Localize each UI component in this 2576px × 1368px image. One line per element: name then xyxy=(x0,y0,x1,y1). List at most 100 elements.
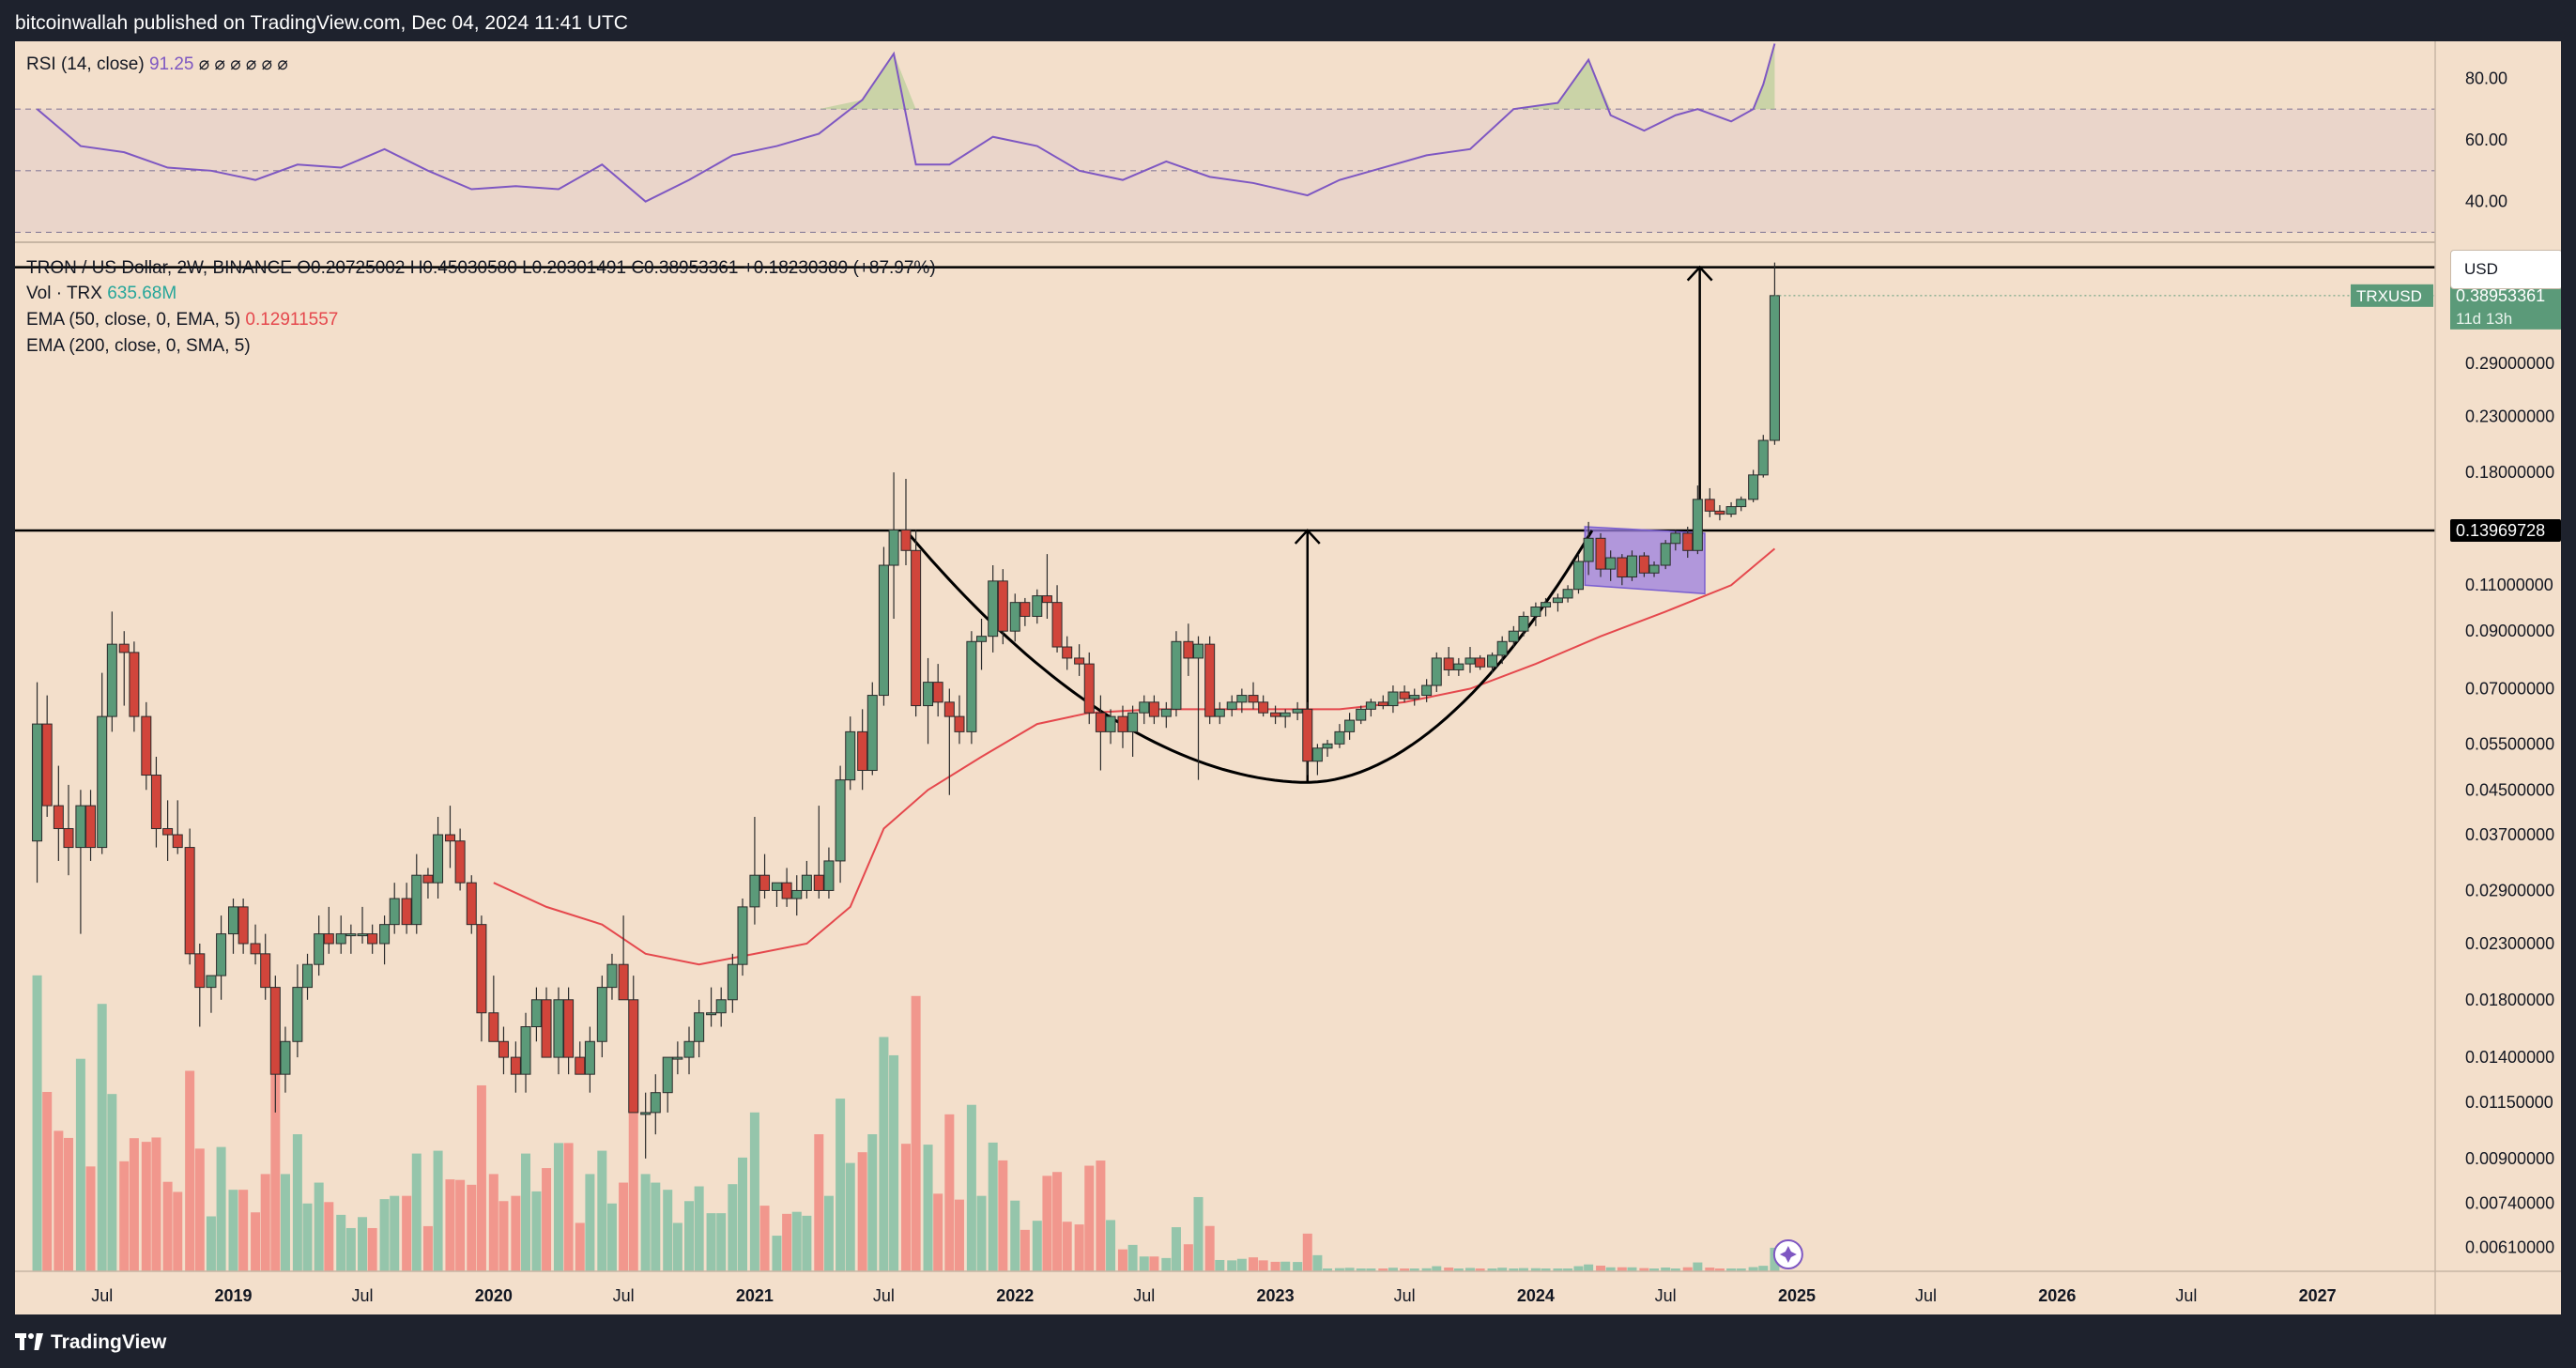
volume-bar xyxy=(1204,1225,1215,1271)
volume-bar xyxy=(542,1168,552,1271)
volume-bar xyxy=(1682,1267,1693,1271)
candle-body xyxy=(900,529,912,551)
rsi-tick-label: 80.00 xyxy=(2465,69,2507,87)
volume-bar xyxy=(1074,1224,1084,1271)
volume-bar xyxy=(923,1145,933,1271)
candle-body xyxy=(943,701,955,717)
time-tick-label: 2022 xyxy=(996,1286,1034,1305)
volume-bar xyxy=(228,1190,238,1271)
volume-bar xyxy=(1639,1268,1649,1271)
candle-body xyxy=(835,779,846,862)
volume-bar xyxy=(772,1236,782,1271)
volume-bar xyxy=(553,1143,563,1271)
volume-bar xyxy=(663,1190,673,1271)
time-tick-label: Jul xyxy=(1133,1286,1155,1305)
volume-bar xyxy=(716,1213,727,1271)
currency-button[interactable]: USD xyxy=(2450,250,2561,289)
price-tick-label: 0.00610000 xyxy=(2465,1238,2554,1257)
candle-body xyxy=(206,975,217,989)
volume-bar xyxy=(1149,1256,1159,1271)
candle-body xyxy=(662,1056,673,1094)
candle-body xyxy=(628,999,639,1114)
candle-body xyxy=(162,828,174,836)
volume-bar xyxy=(998,1160,1008,1271)
candle-body xyxy=(422,874,434,884)
volume-bar xyxy=(1530,1268,1541,1271)
candle-body xyxy=(510,1056,521,1075)
volume-bar xyxy=(1617,1267,1627,1271)
volume-bar xyxy=(216,1146,226,1271)
target-arrowhead xyxy=(1686,265,1713,282)
volume-bar xyxy=(628,1068,638,1271)
time-tick-label: 2026 xyxy=(2038,1286,2076,1305)
volume-bar xyxy=(1010,1200,1020,1271)
candle-body xyxy=(1083,663,1095,714)
volume-bar xyxy=(782,1213,792,1271)
volume-bar xyxy=(1139,1256,1149,1271)
candle-body xyxy=(563,999,575,1058)
candle-body xyxy=(1541,602,1552,607)
candle-body xyxy=(1095,712,1106,732)
rsi-panel xyxy=(15,43,2561,243)
volume-bar xyxy=(1020,1229,1030,1271)
volume-bar xyxy=(511,1195,521,1271)
volume-bar xyxy=(1649,1268,1660,1271)
price-tick-label: 0.09000000 xyxy=(2465,622,2554,640)
candle-body xyxy=(1334,730,1345,745)
volume-bar xyxy=(1161,1257,1172,1271)
candle-body xyxy=(1062,646,1073,659)
volume-bar xyxy=(280,1174,290,1271)
cup-depth-arrowhead xyxy=(1294,529,1321,545)
volume-bar xyxy=(1378,1268,1388,1271)
volume-bar xyxy=(1249,1257,1259,1271)
volume-bar xyxy=(173,1191,183,1271)
volume-bar xyxy=(32,975,42,1271)
volume-bar xyxy=(1193,1196,1204,1271)
chart-panel[interactable]: 80.00 60.00 40.00 0.29000000 0.23000000 0.180… xyxy=(15,41,2561,1314)
candle-body xyxy=(791,889,803,899)
volume-bar xyxy=(619,1182,629,1271)
price-tick-label: 0.01400000 xyxy=(2465,1048,2554,1067)
candle-body xyxy=(1127,712,1139,732)
candle-body xyxy=(1725,506,1737,515)
candle-body xyxy=(530,999,542,1028)
candle-body xyxy=(1617,557,1628,578)
tradingview-logo[interactable]: TradingView xyxy=(15,1331,166,1354)
volume-bar xyxy=(889,1054,899,1271)
volume-bar xyxy=(185,1070,195,1271)
candle-body xyxy=(1171,640,1182,710)
candle-body xyxy=(1020,602,1031,617)
volume-bar xyxy=(1748,1267,1758,1271)
volume-bar xyxy=(1062,1222,1072,1271)
price-tick-label: 0.01800000 xyxy=(2465,991,2554,1009)
candle-body xyxy=(988,580,999,638)
volume-bar xyxy=(531,1191,542,1271)
volume-bar xyxy=(814,1134,824,1271)
volume-bar xyxy=(575,1222,585,1271)
countdown-label: 11d 13h xyxy=(2456,310,2512,328)
candle-body xyxy=(781,882,792,899)
level-neck-label: 0.13969728 xyxy=(2456,521,2545,540)
chart-svg[interactable]: 80.00 60.00 40.00 0.29000000 0.23000000 0.180… xyxy=(15,41,2561,1314)
volume-bar xyxy=(1661,1267,1671,1271)
candle-body xyxy=(401,898,412,926)
volume-bar xyxy=(390,1195,400,1271)
volume-bar xyxy=(728,1184,738,1271)
candle-body xyxy=(1769,295,1780,441)
volume-bar xyxy=(1334,1268,1344,1271)
volume-bar xyxy=(1509,1268,1519,1271)
candle-body xyxy=(813,874,824,891)
volume-bar xyxy=(1605,1267,1616,1271)
legend-layer: RSI (14, close) 91.25 ⌀ ⌀ ⌀ ⌀ ⌀ ⌀ TRON / … xyxy=(26,54,936,356)
candle-body xyxy=(1605,557,1617,570)
volume-bar xyxy=(1032,1221,1042,1271)
candle-body xyxy=(1356,708,1367,721)
candle-body xyxy=(488,1012,499,1042)
candle-body xyxy=(1595,537,1606,570)
ema50-legend: EMA (50, close, 0, EMA, 5) 0.12911557 xyxy=(26,310,338,330)
candle-body xyxy=(706,1012,717,1016)
volume-bar xyxy=(324,1202,334,1271)
candle-body xyxy=(1518,615,1529,632)
cup-curve xyxy=(904,530,1594,784)
candle-body xyxy=(302,963,314,989)
